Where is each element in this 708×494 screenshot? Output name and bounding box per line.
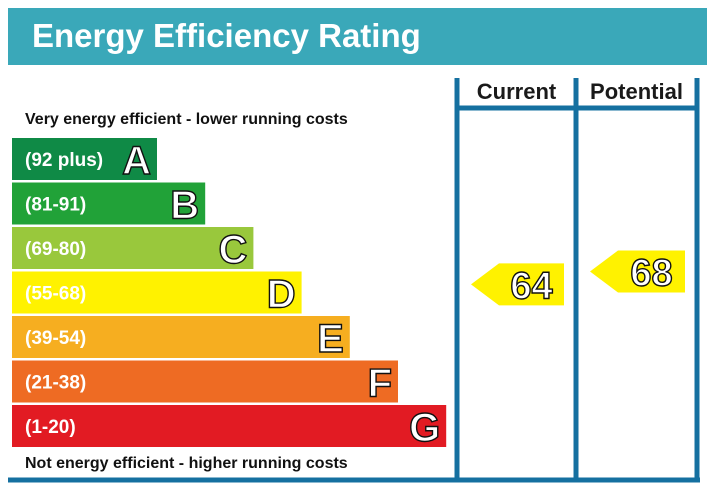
top-note: Very energy efficient - lower running co… <box>25 111 348 128</box>
band-a-bar <box>12 138 157 180</box>
band-d-letter: D <box>267 273 296 317</box>
rating-columns-frame: Current Potential <box>8 78 700 483</box>
title-bar <box>8 8 707 65</box>
band-d-range: (55-68) <box>25 284 86 305</box>
band-e-letter: E <box>317 317 344 361</box>
indicator-current-arrow <box>471 263 564 306</box>
band-g-letter: G <box>409 406 440 450</box>
band-b-bar <box>12 182 206 225</box>
rating-bands: (92 plus) A (81-91) B (69-80) C (55-68) D (39-54… <box>12 138 447 451</box>
band-a-letter: A <box>122 139 151 183</box>
column-potential-header: Potential <box>590 79 683 104</box>
band-e-bar <box>12 316 350 358</box>
column-current-header: Current <box>477 79 557 104</box>
indicator-potential-arrow <box>590 250 685 293</box>
band-b-letter: B <box>170 184 199 228</box>
bottom-note: Not energy efficient - higher running co… <box>25 455 348 472</box>
band-c-range: (69-80) <box>25 239 86 260</box>
band-e-range: (39-54) <box>25 328 86 349</box>
band-g-bar <box>12 405 447 447</box>
indicator-current-value: 64 <box>510 265 552 307</box>
band-b-range: (81-91) <box>25 195 86 216</box>
band-c-letter: C <box>219 228 248 272</box>
band-c-bar <box>12 227 254 269</box>
band-a-range: (92 plus) <box>25 150 103 171</box>
indicator-potential-value: 68 <box>630 253 672 295</box>
band-f-bar <box>12 360 398 403</box>
band-f-letter: F <box>368 362 392 406</box>
rating-indicators: 64 68 <box>471 250 685 308</box>
band-g-range: (1-20) <box>25 417 76 438</box>
band-d-bar <box>12 271 302 314</box>
chart-title: Energy Efficiency Rating <box>32 17 421 54</box>
band-f-range: (21-38) <box>25 373 86 394</box>
